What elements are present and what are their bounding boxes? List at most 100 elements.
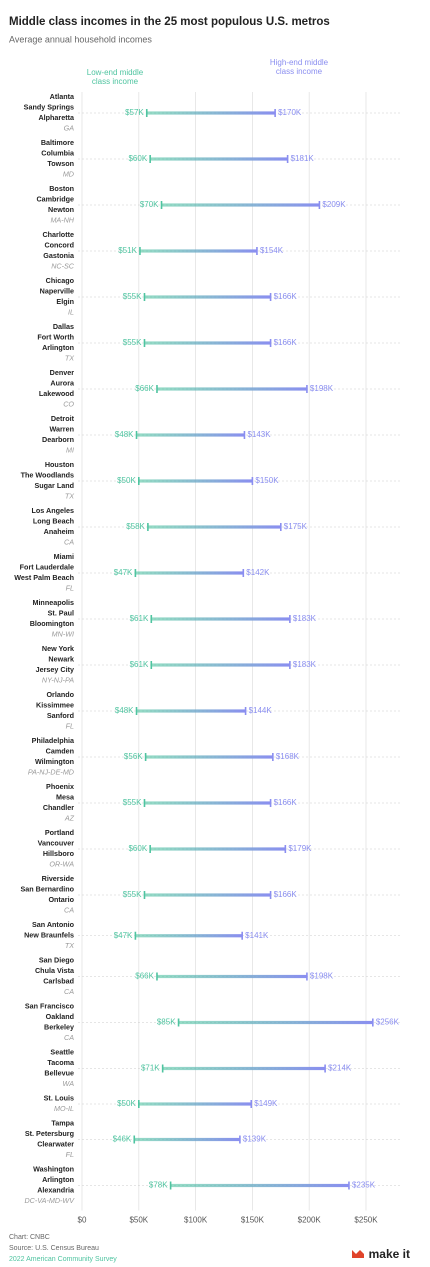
low-label: $55K [123, 292, 142, 301]
high-cap [241, 931, 243, 940]
city-label: Kissimmee [36, 701, 74, 710]
high-cap [286, 155, 289, 163]
range-bar [144, 801, 271, 805]
city-label: San Diego [39, 956, 75, 965]
low-cap [149, 155, 151, 163]
high-label: $170K [278, 108, 302, 117]
range-bar [156, 974, 307, 979]
city-label: Sugar Land [34, 481, 74, 490]
city-label: Los Angeles [32, 506, 74, 515]
low-cap [133, 1135, 136, 1144]
low-label: $60K [128, 844, 147, 853]
range-bar [139, 249, 257, 253]
low-label: $57K [125, 108, 144, 117]
city-label: Clearwater [37, 1140, 74, 1149]
high-label: $168K [276, 752, 300, 761]
city-label: Hillsboro [43, 849, 75, 858]
city-label: San Francisco [25, 1002, 75, 1011]
state-label: MI [66, 446, 74, 455]
city-label: Gastonia [43, 251, 75, 260]
city-label: San Bernardino [20, 885, 74, 894]
low-cap [144, 753, 147, 761]
high-label: $166K [274, 292, 298, 301]
range-bar [144, 341, 271, 345]
range-bar [161, 203, 320, 207]
range-bar [138, 1102, 252, 1106]
range-bar [156, 387, 307, 391]
low-label: $70K [140, 200, 159, 209]
low-cap [143, 339, 146, 347]
city-label: Bellevue [44, 1069, 74, 1078]
low-label: $50K [117, 476, 136, 485]
city-label: Dallas [53, 322, 74, 331]
high-label: $181K [291, 154, 315, 163]
state-label: WA [63, 1079, 75, 1088]
range-bar [136, 709, 246, 713]
low-label: $48K [115, 430, 134, 439]
range-bar [150, 157, 288, 161]
high-cap [269, 799, 272, 807]
high-cap [306, 972, 308, 981]
city-label: Berkeley [44, 1023, 74, 1032]
logo-icon [352, 1250, 364, 1258]
city-label: St. Paul [48, 609, 74, 618]
city-label: Long Beach [33, 517, 74, 526]
low-label: $61K [130, 660, 149, 669]
state-label: DC-VA-MD-WV [24, 1196, 75, 1205]
x-tick-label: $50K [129, 1216, 148, 1225]
city-label: Riverside [42, 874, 74, 883]
low-label: $56K [124, 752, 143, 761]
city-label: Portland [45, 828, 74, 837]
high-label: $214K [328, 1064, 352, 1073]
state-label: CA [64, 906, 74, 915]
high-cap [372, 1018, 374, 1027]
low-cap [177, 1018, 180, 1027]
high-cap [306, 385, 308, 393]
low-cap [169, 1181, 172, 1190]
city-label: Warren [50, 425, 75, 434]
city-label: Ontario [48, 895, 74, 904]
high-cap [284, 845, 287, 853]
city-label: Sanford [47, 711, 74, 720]
city-label: Oakland [46, 1012, 74, 1021]
low-cap [134, 931, 137, 940]
city-label: Washington [33, 1165, 74, 1174]
high-cap [272, 753, 274, 761]
high-label: $179K [288, 844, 312, 853]
city-label: Bloomington [30, 619, 74, 628]
x-tick-label: $150K [241, 1216, 265, 1225]
range-bar [170, 1183, 349, 1188]
city-label: Lakewood [39, 389, 74, 398]
state-label: NY-NJ-PA [42, 676, 74, 685]
city-label: Arlington [42, 343, 74, 352]
low-cap [160, 201, 163, 209]
high-cap [243, 431, 246, 439]
high-label: $183K [293, 614, 317, 623]
high-cap [269, 339, 272, 347]
range-bar [151, 617, 290, 621]
city-label: Sandy Springs [24, 103, 74, 112]
high-label: $143K [247, 430, 271, 439]
range-bar [147, 525, 281, 529]
city-label: Mesa [56, 793, 75, 802]
city-label: Chula Vista [35, 966, 75, 975]
city-label: Elgin [56, 297, 74, 306]
city-label: Phoenix [46, 782, 74, 791]
high-cap [239, 1135, 241, 1144]
range-bar [135, 934, 243, 938]
city-label: St. Petersburg [25, 1129, 74, 1138]
city-label: Tacoma [47, 1058, 75, 1067]
high-label: $149K [254, 1099, 278, 1108]
low-label: $78K [149, 1181, 168, 1190]
low-label: $46K [113, 1135, 132, 1144]
low-cap [147, 523, 149, 531]
city-label: Newark [48, 655, 74, 664]
high-label: $256K [376, 1018, 400, 1027]
high-label: $235K [352, 1181, 376, 1190]
high-cap [348, 1181, 350, 1190]
low-label: $61K [130, 614, 149, 623]
high-cap [274, 109, 276, 117]
city-label: Dearborn [42, 435, 74, 444]
range-bar [178, 1020, 373, 1025]
